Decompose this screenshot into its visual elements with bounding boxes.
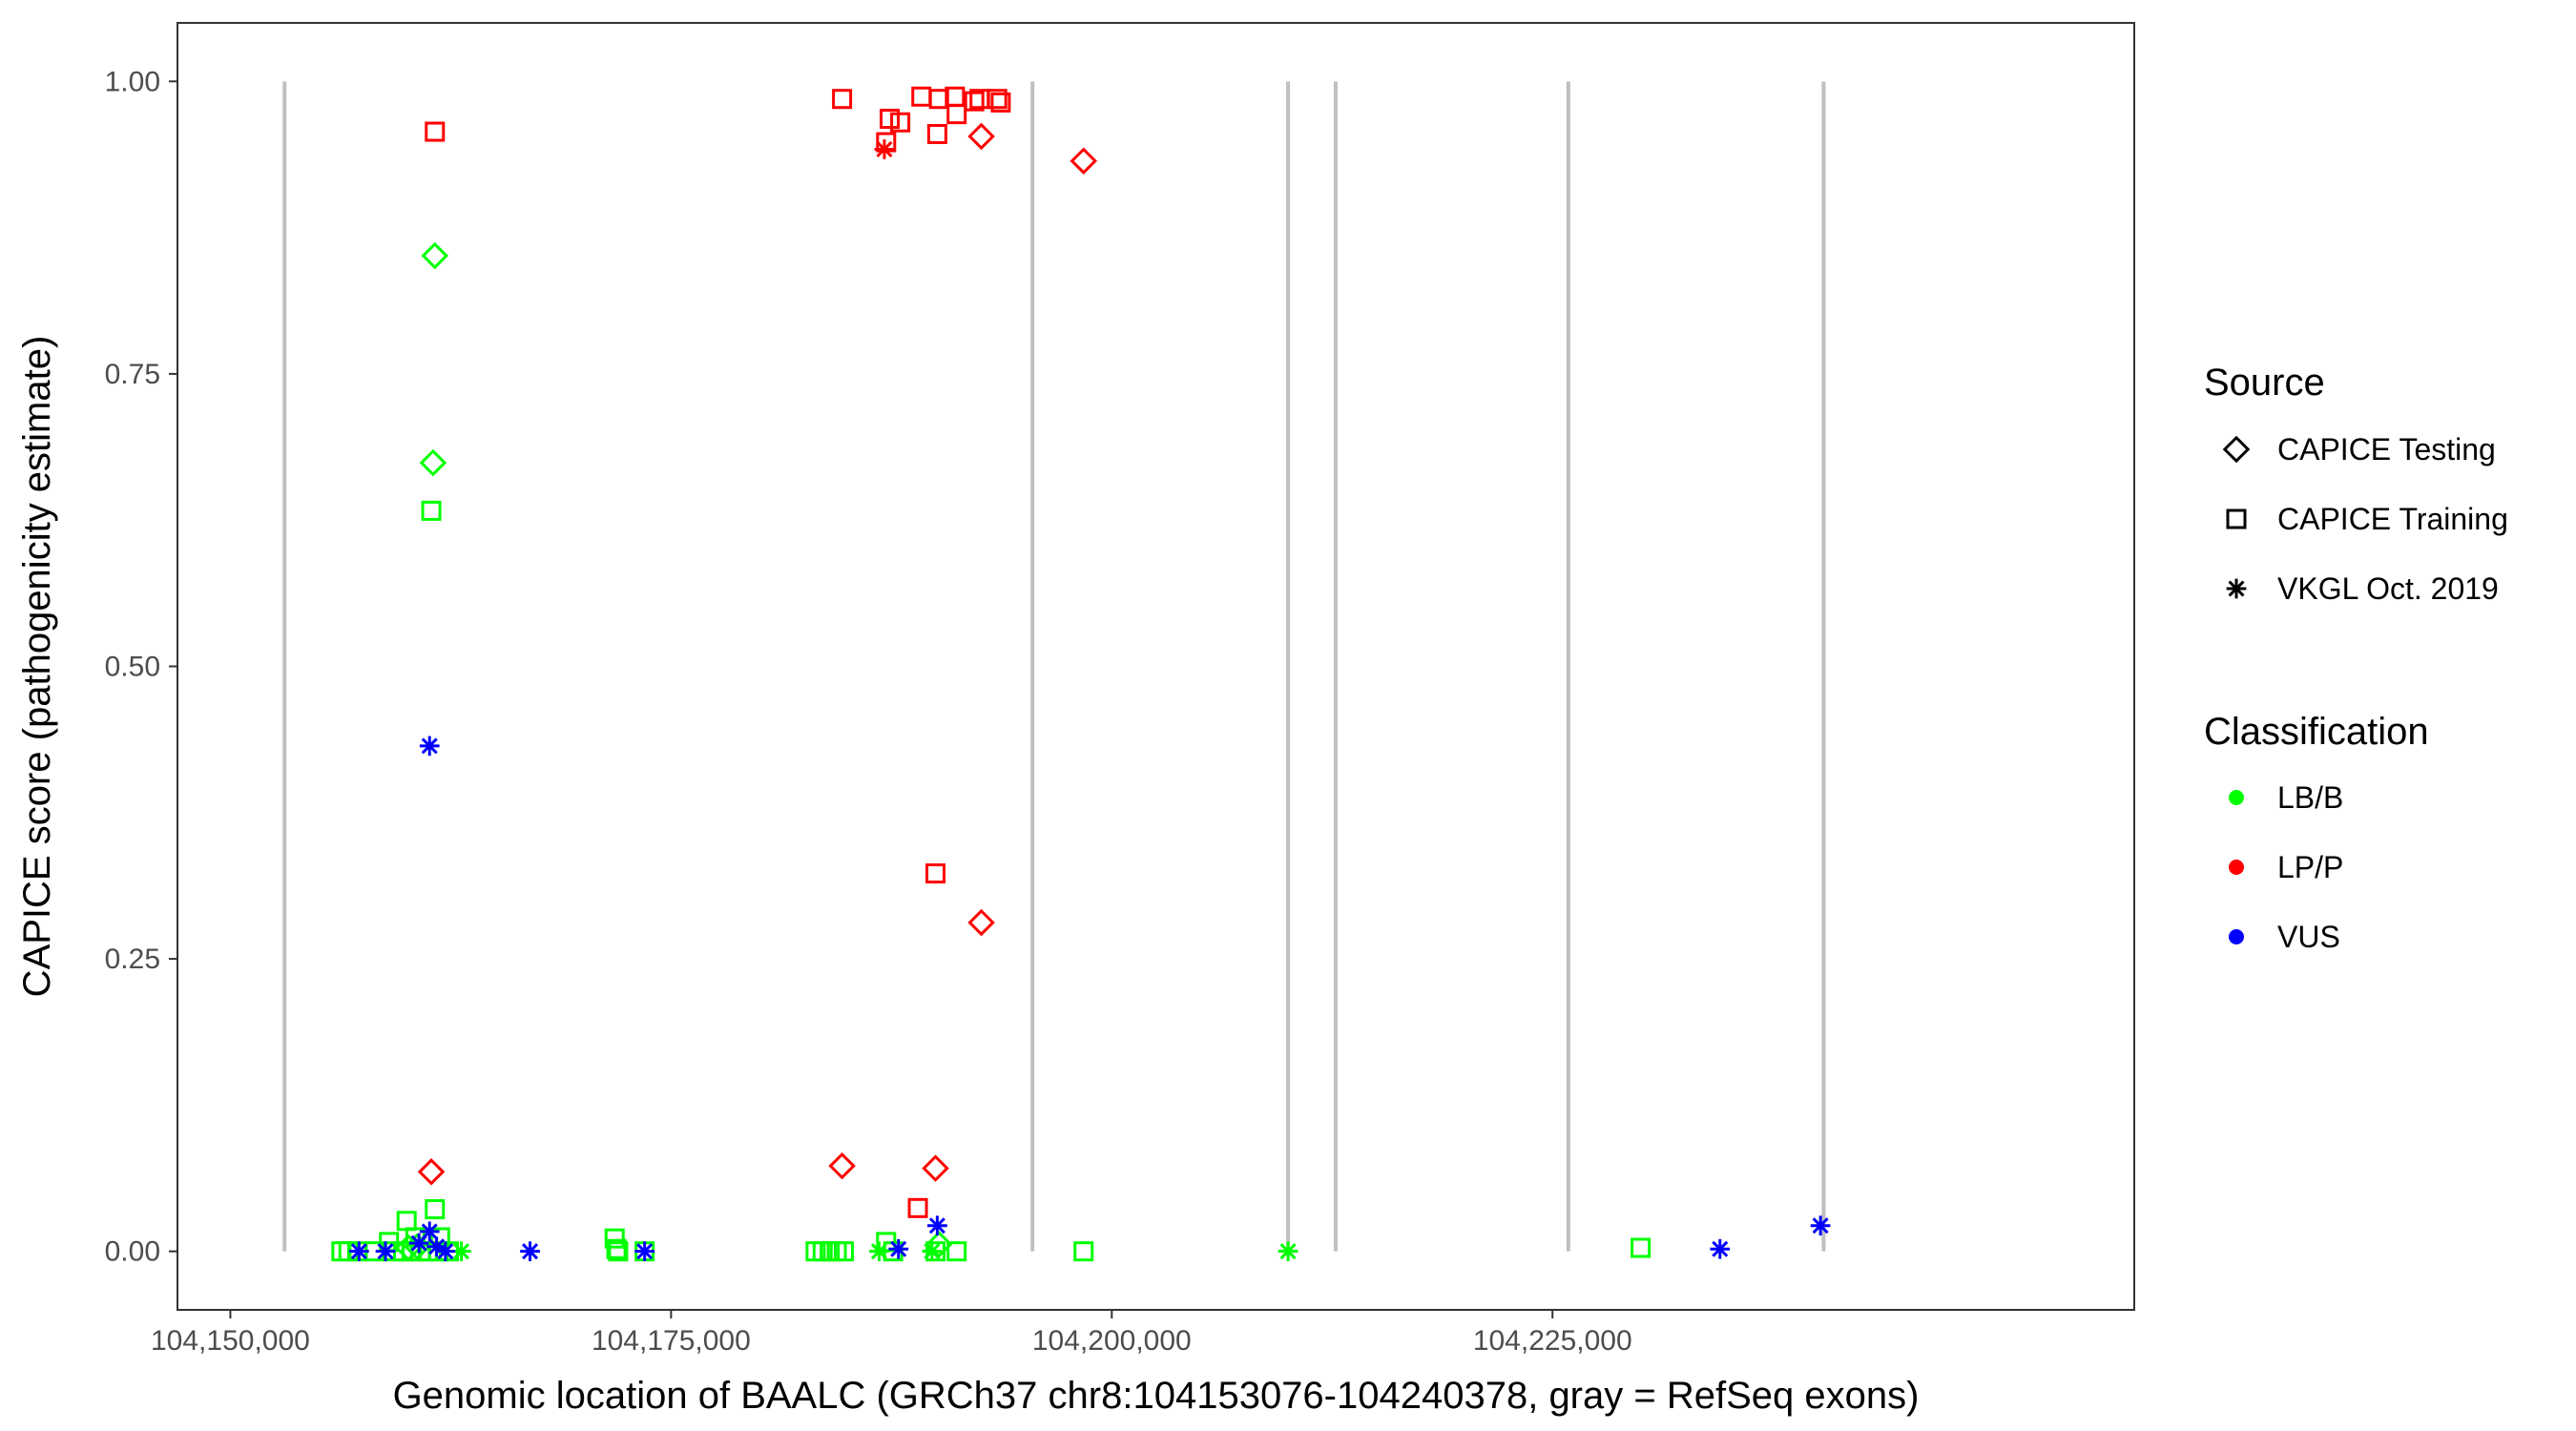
data-point-61 — [946, 1241, 967, 1262]
data-point-60 — [922, 1241, 943, 1262]
data-point-5 — [890, 112, 911, 133]
data-point-62 — [1073, 1241, 1094, 1262]
data-point-17 — [874, 139, 895, 159]
data-point-69 — [419, 1221, 440, 1242]
data-point-63 — [1278, 1241, 1298, 1262]
data-point-24 — [421, 241, 449, 270]
data-point-76 — [1710, 1238, 1731, 1259]
data-point-65 — [419, 736, 440, 757]
data-point-13 — [987, 89, 1008, 110]
legend-classification-key-2 — [2229, 860, 2244, 875]
data-point-48 — [608, 1241, 629, 1262]
data-point-20 — [967, 908, 995, 937]
legend-classification-label: VUS — [2277, 920, 2340, 954]
data-point-77 — [1810, 1215, 1831, 1236]
data-point-25 — [419, 448, 447, 477]
data-point-71 — [435, 1241, 456, 1262]
data-points — [331, 86, 1831, 1262]
legend-classification-key-3 — [2229, 929, 2244, 944]
legend-classification-key-1 — [2229, 790, 2244, 805]
legend-classification: Classification LB/B LP/P VUS — [2204, 711, 2429, 954]
data-point-74 — [888, 1238, 909, 1259]
data-point-11 — [964, 91, 985, 112]
data-point-73 — [634, 1241, 655, 1262]
legend-classification-label: LB/B — [2277, 780, 2343, 815]
data-point-9 — [926, 124, 947, 145]
exon-lines — [282, 81, 1826, 1252]
y-tick-label: 0.50 — [105, 652, 160, 683]
legend-source-label: CAPICE Testing — [2277, 432, 2496, 467]
y-tick-label: 0.75 — [105, 359, 160, 390]
x-tick-label: 104,175,000 — [592, 1325, 751, 1357]
data-point-16 — [907, 1197, 928, 1218]
legend-classification-label: LP/P — [2277, 850, 2343, 884]
data-point-10 — [946, 104, 967, 125]
data-point-46 — [604, 1228, 625, 1249]
legend-source-label: VKGL Oct. 2019 — [2277, 571, 2499, 606]
data-point-75 — [927, 1215, 947, 1236]
data-point-19 — [1070, 147, 1098, 175]
legend-classification-title: Classification — [2204, 711, 2429, 753]
y-tick-label: 1.00 — [105, 66, 160, 97]
data-point-64 — [1631, 1237, 1652, 1258]
data-point-23 — [417, 1158, 446, 1186]
data-point-21 — [828, 1151, 856, 1180]
data-point-22 — [922, 1154, 949, 1182]
data-point-59 — [924, 1231, 953, 1258]
x-axis: 104,150,000 104,175,000 104,200,000 104,225… — [151, 1310, 1632, 1357]
data-point-2 — [832, 89, 853, 110]
legend-source-label: CAPICE Training — [2277, 502, 2508, 536]
legend-source: Source CAPICE Testing CAPICE Training VKGL… — [2204, 362, 2508, 606]
data-point-15 — [925, 863, 946, 884]
legend-source-title: Source — [2204, 362, 2325, 404]
data-point-14 — [990, 92, 1011, 113]
y-tick-label: 0.25 — [105, 944, 160, 975]
data-point-72 — [520, 1241, 540, 1262]
data-point-18 — [967, 122, 995, 151]
x-tick-label: 104,200,000 — [1032, 1325, 1192, 1357]
y-tick-label: 0.00 — [105, 1236, 160, 1268]
data-point-3 — [879, 109, 900, 130]
data-point-67 — [375, 1241, 396, 1262]
data-point-47 — [606, 1238, 627, 1259]
y-axis: 0.00 0.25 0.50 0.75 1.00 — [105, 66, 177, 1268]
legend-source-key-1 — [2222, 435, 2251, 464]
y-axis-title: CAPICE score (pathogenicity estimate) — [16, 336, 58, 998]
data-point-27 — [425, 1199, 446, 1220]
legend-source-key-3 — [2226, 578, 2247, 599]
x-tick-label: 104,225,000 — [1473, 1325, 1632, 1357]
data-point-66 — [348, 1241, 369, 1262]
data-point-1 — [425, 121, 446, 142]
x-tick-label: 104,150,000 — [151, 1325, 310, 1357]
legend-source-key-2 — [2226, 508, 2247, 529]
data-point-54 — [833, 1241, 854, 1262]
x-axis-title: Genomic location of BAALC (GRCh37 chr8:1… — [393, 1375, 1920, 1417]
data-point-26 — [421, 500, 442, 521]
